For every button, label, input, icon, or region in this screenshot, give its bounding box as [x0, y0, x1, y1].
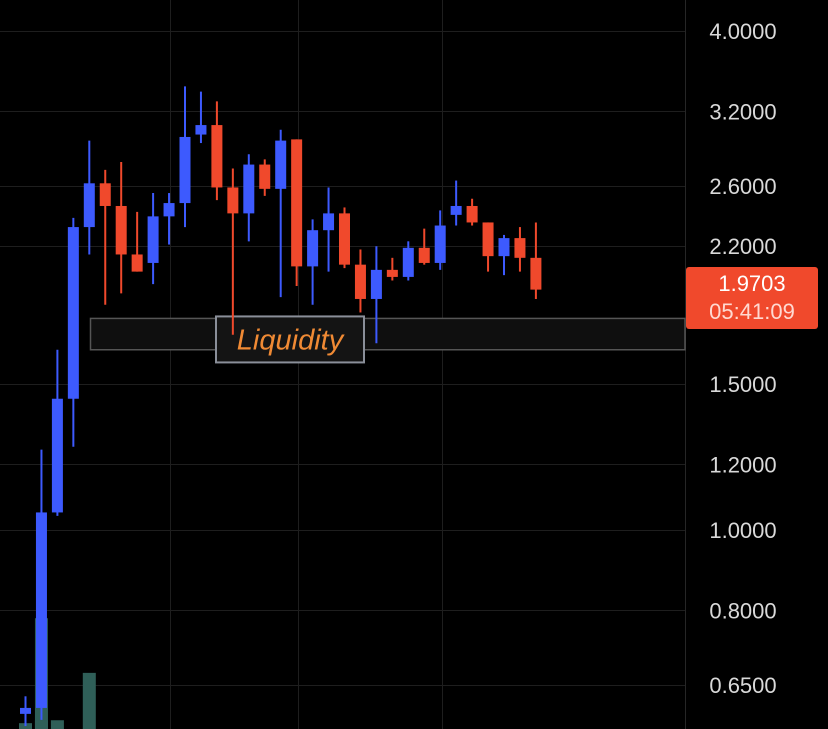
liquidity-zone-box	[89, 317, 686, 351]
candle-body	[291, 139, 303, 267]
candle-body	[259, 164, 271, 189]
volume-bar	[19, 723, 32, 729]
candles	[20, 86, 542, 727]
candle-body	[227, 187, 239, 214]
last-price-tag: 1.9703 05:41:09	[686, 267, 818, 329]
price-axis-label: 3.2000	[709, 99, 776, 124]
candle-body	[83, 183, 95, 228]
candle-body	[514, 238, 526, 258]
candle-body	[386, 269, 398, 277]
candle-body	[498, 238, 510, 257]
candle-body	[402, 247, 414, 277]
candle-body	[482, 222, 494, 257]
candle-body	[434, 225, 446, 263]
price-axis-label: 0.8000	[709, 598, 776, 623]
candle-body	[163, 203, 175, 217]
price-axis-label: 2.2000	[709, 234, 776, 259]
candle-body	[418, 247, 430, 263]
candle-body	[195, 125, 207, 135]
price-axis-label: 1.5000	[709, 372, 776, 397]
candle-body	[323, 213, 335, 231]
candle-body	[115, 205, 127, 255]
volume-bar	[50, 720, 64, 729]
volume-bar	[82, 672, 96, 729]
liquidity-zone-label: Liquidity	[237, 324, 345, 356]
price-axis-label: 1.2000	[709, 452, 776, 477]
price-axis-label: 0.6500	[709, 673, 776, 698]
candle-body	[20, 707, 31, 714]
candle-body	[99, 183, 111, 206]
volume-bar	[34, 720, 48, 729]
candle-body	[530, 257, 542, 290]
last-price-value: 1.9703	[718, 271, 786, 296]
candle-body	[67, 227, 79, 399]
candle-body	[147, 216, 159, 263]
grid-lines	[0, 0, 686, 729]
candle-body	[450, 205, 462, 215]
candle-body	[211, 125, 223, 188]
candle-body	[275, 140, 287, 189]
candle-body	[354, 264, 366, 299]
liquidity-zone-label-box	[215, 315, 365, 364]
candle-body	[35, 512, 47, 708]
candle-body	[307, 230, 319, 267]
price-axis-label: 1.0000	[709, 518, 776, 543]
liquidity-zones: Liquidity	[89, 315, 686, 364]
candle-body	[243, 164, 255, 214]
candle-body	[131, 254, 143, 272]
candle-body	[179, 136, 191, 204]
candle-body	[339, 213, 350, 265]
price-axis-label: 2.6000	[709, 174, 776, 199]
price-axis-label: 4.0000	[709, 19, 776, 44]
candle-body	[466, 205, 478, 223]
price-axis[interactable]: 4.0000 3.2000 2.6000 2.2000 1.5000 1.2000 1.00…	[709, 19, 776, 698]
candle-body	[51, 398, 63, 513]
candle-countdown: 05:41:09	[709, 299, 795, 324]
candle-body	[370, 269, 382, 299]
